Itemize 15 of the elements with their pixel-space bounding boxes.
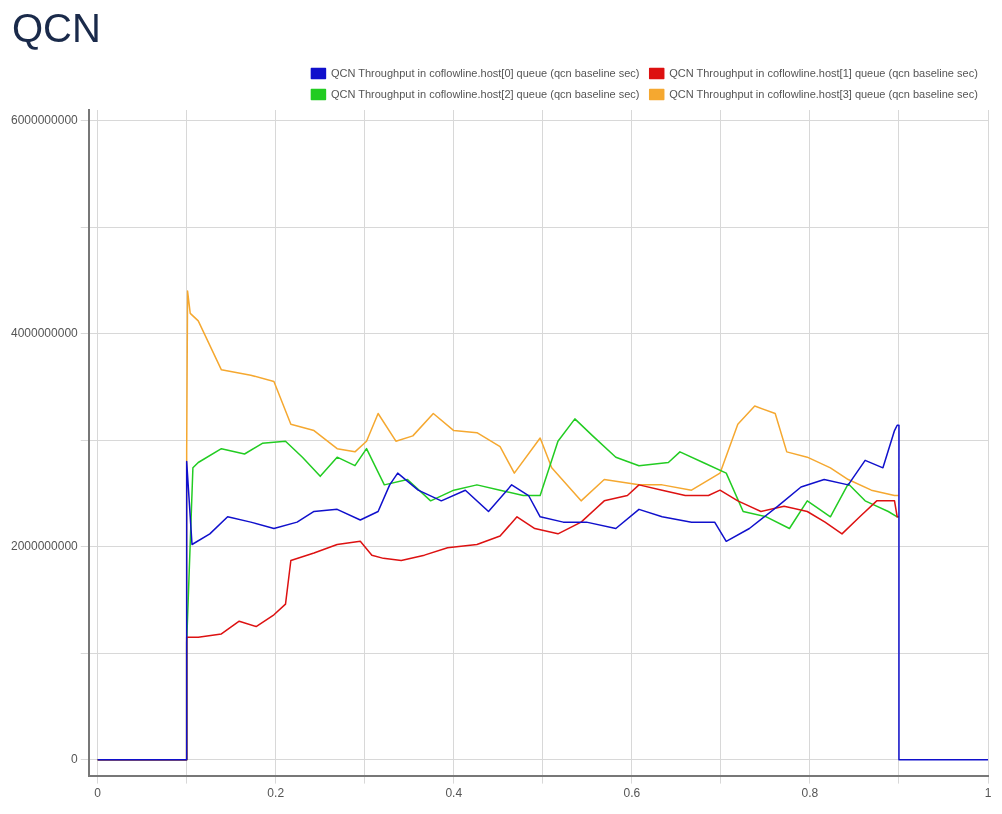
x-tick-label: 0 — [94, 786, 102, 801]
y-tick-label: 4000000000 — [10, 325, 79, 340]
x-tick-label: 0.4 — [445, 786, 463, 801]
legend-label: QCN Throughput in coflowline.host[1] queue (qcn baseline sec) — [669, 66, 978, 79]
legend-label: QCN Throughput in coflowline.host[0] queue (qcn baseline sec) — [330, 66, 640, 79]
chart-title: QCN — [12, 6, 102, 52]
x-tick-label: 0.8 — [801, 786, 819, 801]
x-tick-label: 0.6 — [623, 786, 641, 801]
x-tick-label: 1 — [984, 786, 992, 801]
x-tick-label: 0.2 — [267, 786, 285, 801]
y-tick-label: 0 — [71, 751, 79, 766]
legend-label: QCN Throughput in coflowline.host[3] queue (qcn baseline sec) — [669, 87, 978, 100]
y-tick-label: 6000000000 — [10, 112, 79, 127]
legend-label: QCN Throughput in coflowline.host[2] queue (qcn baseline sec) — [330, 87, 640, 100]
y-tick-label: 2000000000 — [10, 538, 79, 553]
